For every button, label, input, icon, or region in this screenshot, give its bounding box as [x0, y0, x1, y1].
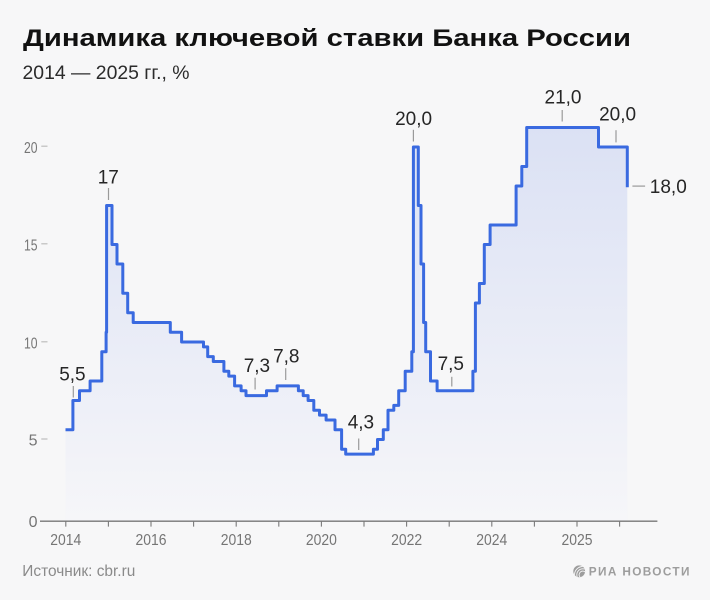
- svg-text:4,3: 4,3: [348, 413, 374, 434]
- svg-text:2014: 2014: [50, 532, 81, 549]
- svg-text:7,8: 7,8: [273, 346, 299, 367]
- svg-text:2018: 2018: [221, 532, 252, 549]
- svg-text:2025: 2025: [562, 532, 593, 549]
- svg-text:5,5: 5,5: [59, 365, 85, 386]
- svg-text:Динамика ключевой ставки Банка: Динамика ключевой ставки Банка России: [23, 25, 631, 52]
- svg-text:5: 5: [29, 433, 38, 450]
- svg-text:2020: 2020: [306, 532, 337, 549]
- svg-text:2016: 2016: [136, 532, 167, 549]
- svg-text:21,0: 21,0: [545, 88, 582, 109]
- svg-text:0: 0: [29, 514, 38, 531]
- svg-text:Источник: cbr.ru: Источник: cbr.ru: [22, 563, 135, 580]
- svg-text:10: 10: [24, 335, 38, 352]
- svg-text:17: 17: [98, 168, 119, 189]
- svg-text:2014 — 2025 гг., %: 2014 — 2025 гг., %: [23, 63, 190, 84]
- svg-text:7,5: 7,5: [438, 354, 464, 375]
- svg-text:15: 15: [24, 237, 38, 254]
- svg-text:2024: 2024: [476, 532, 507, 549]
- svg-text:20,0: 20,0: [395, 109, 432, 130]
- svg-text:2022: 2022: [391, 532, 422, 549]
- svg-text:20: 20: [24, 140, 38, 157]
- svg-text:20,0: 20,0: [599, 105, 636, 126]
- svg-text:РИА НОВОСТИ: РИА НОВОСТИ: [589, 565, 691, 579]
- svg-text:7,3: 7,3: [244, 356, 270, 377]
- svg-text:18,0: 18,0: [650, 177, 687, 198]
